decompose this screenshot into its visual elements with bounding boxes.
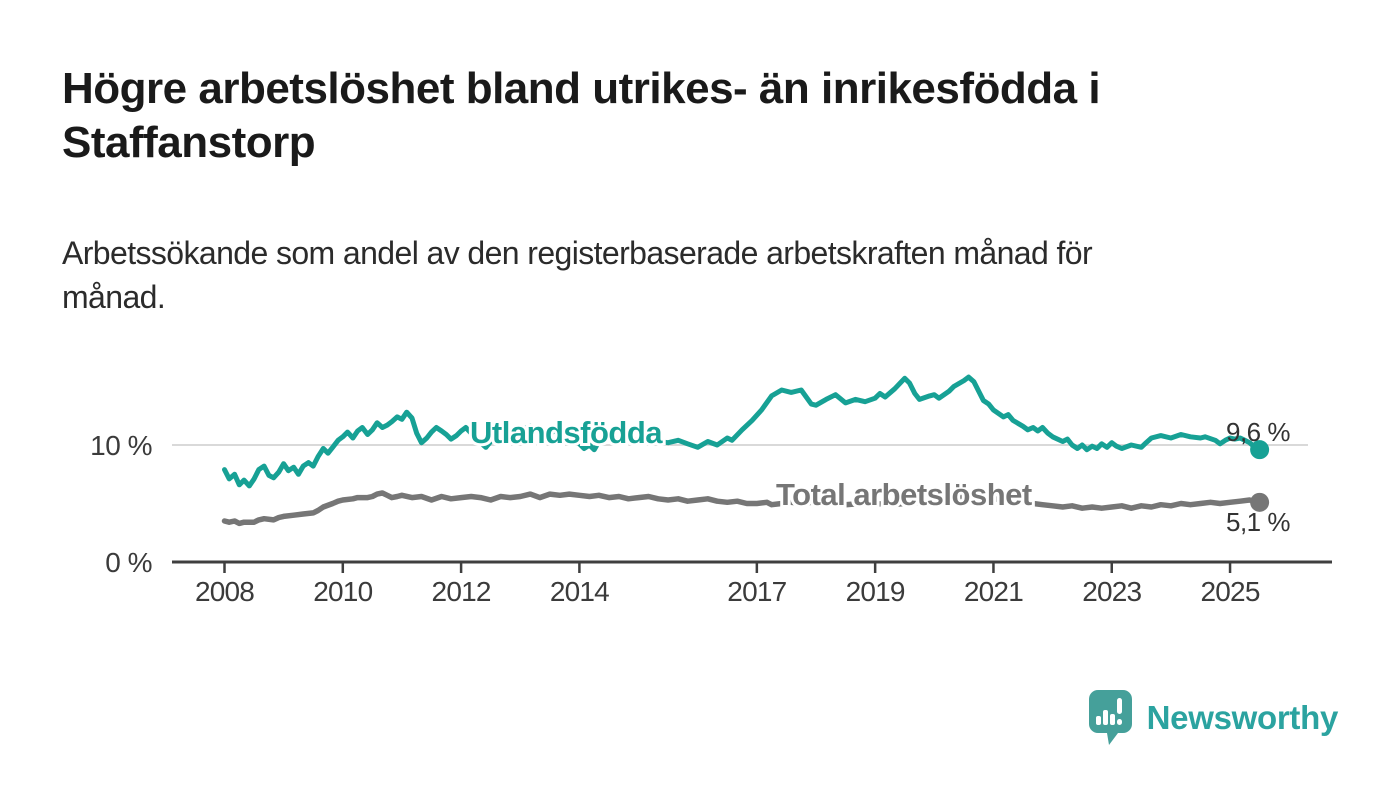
x-axis-label-2012: 2012	[432, 576, 491, 607]
x-axis-label-2017: 2017	[727, 576, 786, 607]
page-title: Högre arbetslöshet bland utrikes- än inr…	[62, 64, 1101, 167]
series-end-dot-utlandsfodda	[1250, 440, 1270, 460]
y-axis-label-10: 10 %	[90, 430, 152, 461]
x-axis-label-2014: 2014	[550, 576, 609, 607]
x-axis-label-2008: 2008	[195, 576, 254, 607]
x-axis-label-2010: 2010	[313, 576, 372, 607]
series-label-utlandsfodda: Utlandsfödda	[470, 415, 663, 450]
newsworthy-logo: Newsworthy	[1088, 689, 1338, 746]
x-axis-label-2021: 2021	[964, 576, 1023, 607]
logo-exclamation-stem	[1116, 698, 1122, 714]
x-axis-label-2023: 2023	[1082, 576, 1141, 607]
newsworthy-logo-text: Newsworthy	[1146, 698, 1339, 736]
end-value-label-utlandsfodda: 9,6 %	[1226, 417, 1290, 447]
end-value-label-total: 5,1 %	[1226, 507, 1290, 537]
chart-subtitle: Arbetssökande som andel av den registerb…	[62, 235, 1093, 316]
x-axis-label-2025: 2025	[1201, 576, 1260, 607]
logo-bar-2	[1102, 710, 1108, 725]
logo-bar-1	[1095, 716, 1101, 725]
newsworthy-logo-icon	[1088, 690, 1132, 745]
x-axis-label-2019: 2019	[846, 576, 905, 607]
logo-exclamation-dot	[1116, 719, 1122, 725]
series-line-total	[221, 490, 1263, 527]
y-axis-label-0: 0 %	[105, 547, 152, 578]
logo-bar-3	[1109, 714, 1115, 725]
series-label-total: Total arbetslöshet	[776, 477, 1032, 512]
series-line-utlandsfodda	[222, 374, 1263, 489]
series-end-dot-total	[1250, 492, 1270, 512]
